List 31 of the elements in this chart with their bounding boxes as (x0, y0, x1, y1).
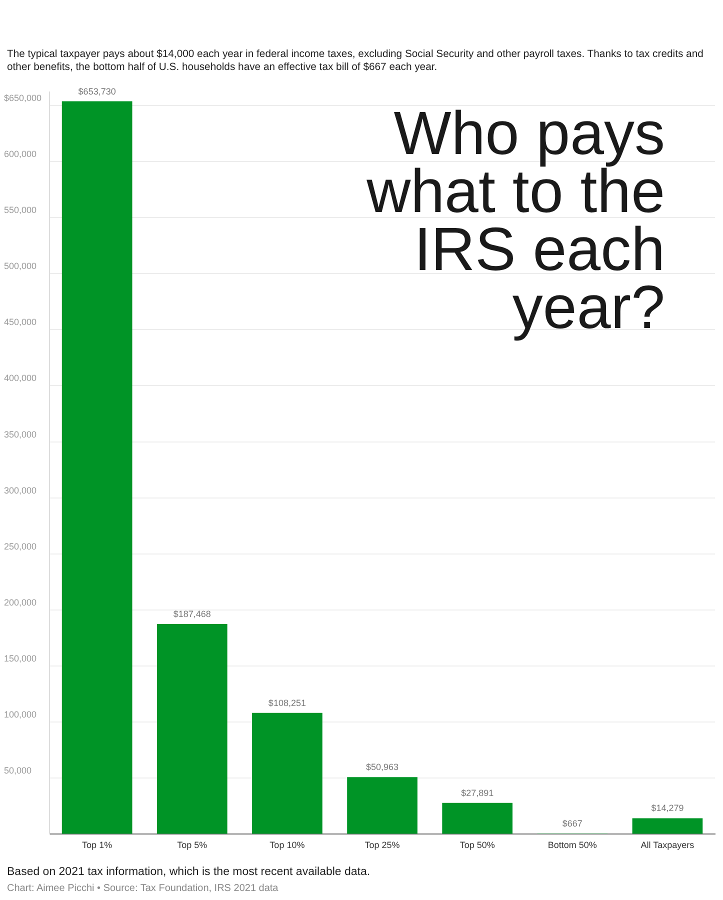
y-tick-label: 250,000 (4, 541, 37, 552)
text: Who pays what to the IRS each year? (366, 99, 665, 341)
x-tick-label: Top 5% (177, 840, 208, 850)
x-tick-label: Top 25% (364, 840, 400, 850)
data-label: $653,730 (78, 86, 116, 96)
data-label: $108,251 (268, 698, 306, 708)
y-tick-label: 450,000 (4, 317, 37, 328)
data-label: $14,279 (651, 803, 684, 814)
y-tick-label: $650,000 (4, 92, 42, 103)
data-label: $667 (562, 818, 582, 828)
x-tick-label: Top 1% (82, 840, 112, 850)
x-tick-label: Top 10% (270, 840, 305, 850)
y-tick-label: 600,000 (4, 148, 37, 159)
chart-subtitle: The typical taxpayer pays about $14,000 each year in federal income taxes, excluding Social Security and other payroll taxes. Thanks to tax credits and other benefits, the bottom half of U.S. households have an effective tax bill of $667 each year. (7, 48, 704, 74)
x-tick-label: All Taxpayers (640, 840, 695, 850)
y-tick-label: 500,000 (4, 261, 37, 272)
data-label: $187,468 (173, 609, 211, 620)
y-tick-label: 550,000 (4, 205, 37, 216)
y-tick-label: 350,000 (4, 429, 37, 440)
x-tick-label: Top 50% (460, 840, 495, 850)
y-tick-label: 100,000 (4, 710, 37, 720)
data-label: $50,963 (366, 762, 399, 772)
text: Chart: Aimee Picchi • Source: Tax Foundation, IRS 2021 data (7, 883, 280, 894)
y-tick-label: 300,000 (4, 485, 37, 496)
y-tick-label: 150,000 (4, 654, 37, 664)
y-tick-label: 50,000 (4, 766, 32, 776)
text: Based on 2021 tax information, which is the most recent available data. (7, 866, 372, 878)
x-tick-label: Bottom 50% (548, 840, 597, 850)
y-tick-label: 200,000 (4, 597, 37, 608)
y-tick-label: 400,000 (4, 373, 37, 384)
data-label: $27,891 (461, 788, 494, 798)
